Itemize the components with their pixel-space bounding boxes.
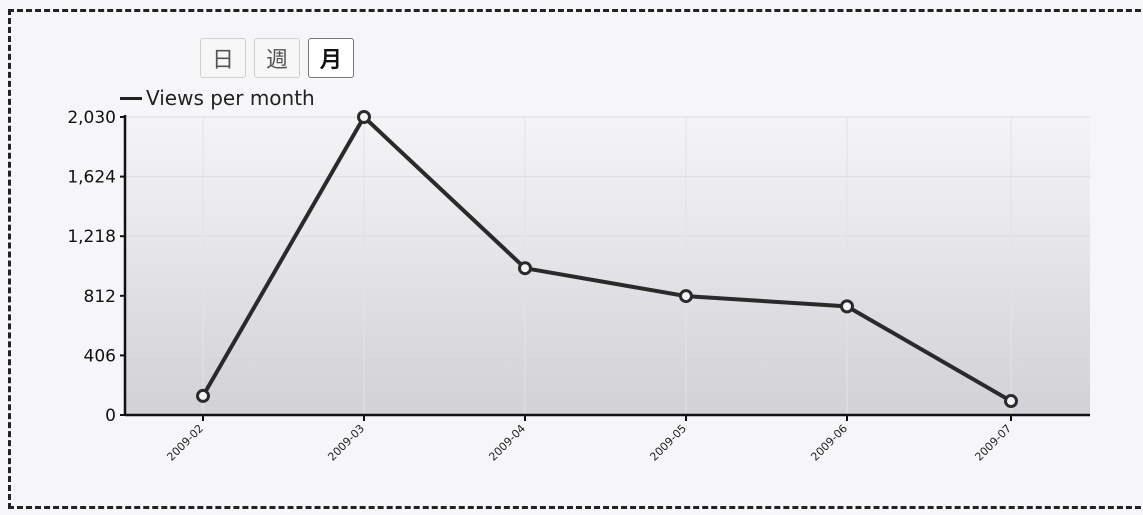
series bbox=[196, 110, 1018, 409]
legend-label: Views per month bbox=[146, 86, 315, 110]
data-point[interactable] bbox=[196, 388, 210, 403]
legend-line-icon bbox=[120, 96, 142, 100]
x-tick-label: 2009-03 bbox=[325, 422, 367, 464]
tab-week[interactable]: 週 bbox=[254, 38, 300, 78]
y-tick-label: 2,030 bbox=[67, 108, 116, 128]
x-tick-label: 2009-06 bbox=[808, 422, 850, 464]
data-point[interactable] bbox=[357, 110, 371, 124]
y-tick-label: 0 bbox=[105, 406, 116, 426]
dashed-frame bbox=[8, 9, 1143, 509]
y-tick-label: 406 bbox=[84, 346, 116, 366]
x-tick-label: 2009-02 bbox=[164, 422, 206, 464]
x-tick-label: 2009-05 bbox=[647, 422, 689, 464]
tab-month[interactable]: 月 bbox=[308, 38, 354, 78]
data-point[interactable] bbox=[518, 261, 532, 276]
data-point[interactable] bbox=[1004, 394, 1018, 409]
y-tick-label: 1,624 bbox=[67, 168, 116, 188]
tab-day[interactable]: 日 bbox=[200, 38, 246, 78]
axes bbox=[120, 115, 1090, 421]
data-point[interactable] bbox=[679, 289, 693, 304]
chart-legend: Views per month bbox=[120, 86, 315, 110]
period-tabs: 日 週 月 bbox=[200, 38, 354, 78]
x-tick-label: 2009-07 bbox=[972, 422, 1014, 464]
x-tick-labels: 2009-02 2009-03 2009-04 2009-05 2009-06 2009-… bbox=[164, 422, 1014, 464]
data-point[interactable] bbox=[840, 299, 854, 314]
series-line bbox=[201, 115, 1012, 403]
y-tick-label: 812 bbox=[84, 287, 116, 307]
y-tick-label: 1,218 bbox=[67, 227, 116, 247]
plot-area bbox=[125, 117, 1090, 415]
x-tick-label: 2009-04 bbox=[486, 422, 528, 464]
y-tick-labels: 0 406 812 1,218 1,624 2,030 bbox=[67, 108, 116, 426]
